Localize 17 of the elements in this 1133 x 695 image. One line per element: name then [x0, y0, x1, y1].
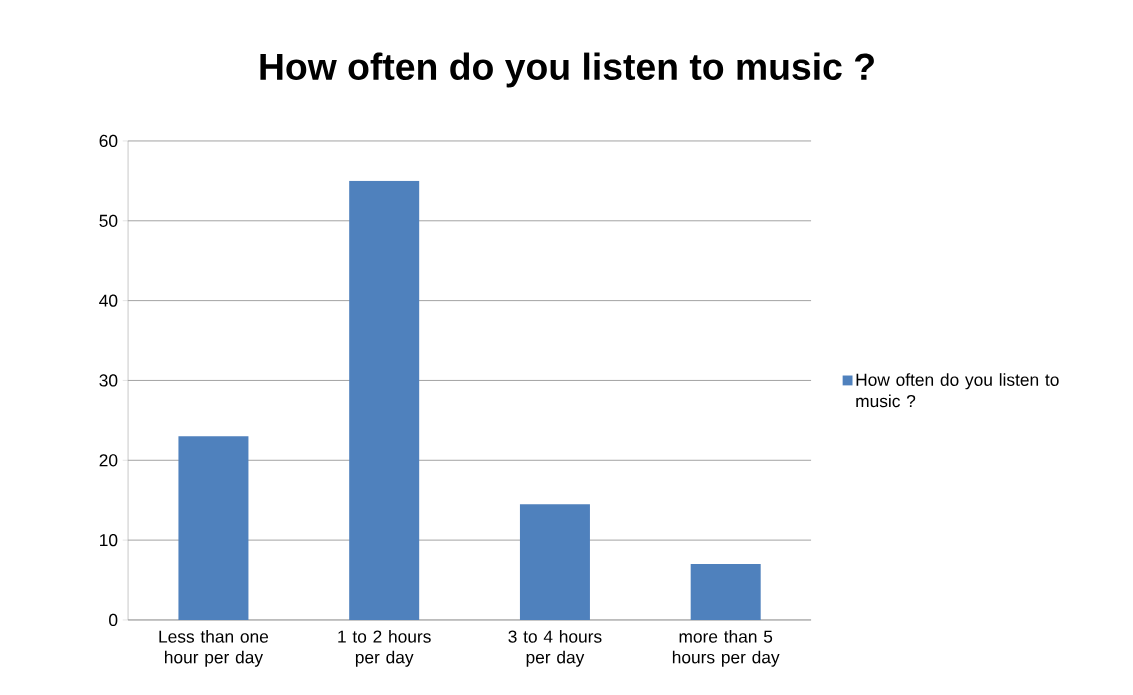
- y-tick-label: 60: [99, 134, 118, 148]
- legend-label: How often do you listen to music ?: [856, 373, 1059, 408]
- y-tick-label: 50: [99, 214, 118, 227]
- y-tick-label: 30: [99, 374, 118, 387]
- bar: [519, 504, 590, 620]
- x-tick-label: 3 to 4 hours per day: [508, 629, 602, 667]
- y-tick-label: 10: [100, 533, 118, 547]
- x-tick-label: 1 to 2 hours per day: [338, 629, 431, 667]
- y-tick-label: 0: [109, 613, 118, 627]
- chart-title: How often do you listen to music ?: [260, 52, 874, 88]
- y-tick-label: 40: [99, 294, 118, 307]
- bar: [349, 180, 420, 620]
- x-tick-label: Less than one hour per day: [159, 629, 269, 667]
- bar: [178, 436, 249, 620]
- bar: [690, 564, 761, 620]
- y-tick-label: 20: [99, 454, 118, 467]
- x-tick-label: more than 5 hours per day: [672, 629, 780, 667]
